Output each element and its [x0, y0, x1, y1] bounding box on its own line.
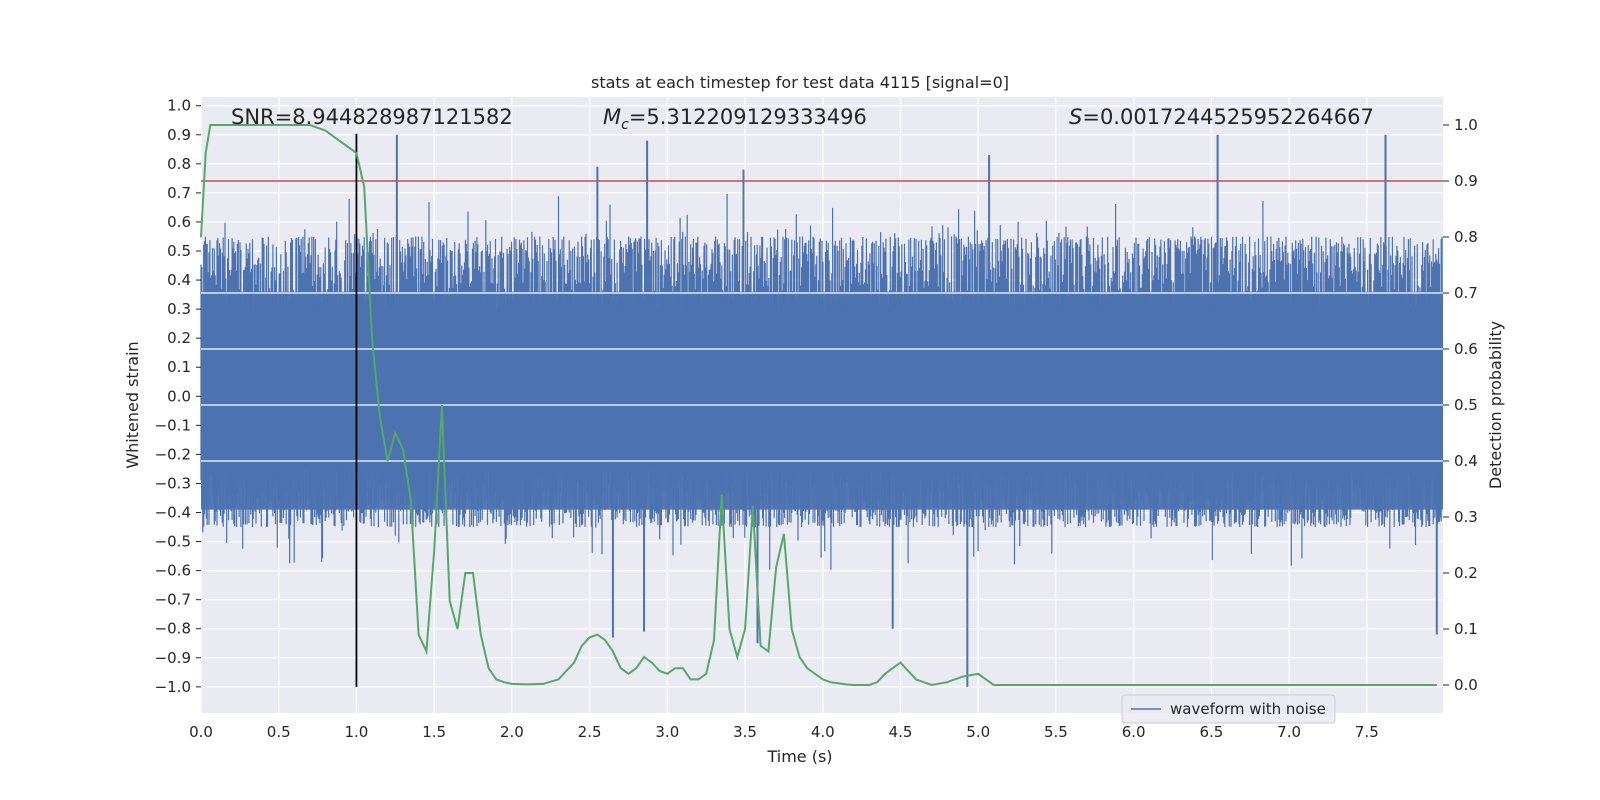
legend: waveform with noise — [1121, 694, 1336, 724]
x-tick-label: 6.0 — [1122, 723, 1146, 741]
y-left-tick-label: 0.3 — [167, 300, 191, 318]
y-left-tick-label: 0.2 — [167, 329, 191, 347]
y-right-tick-label: 0.4 — [1454, 452, 1478, 470]
y-right-tick-label: 0.2 — [1454, 564, 1478, 582]
x-tick-label: 2.5 — [578, 723, 602, 741]
y-left-tick-label: 0.7 — [167, 184, 191, 202]
overlay-lines — [200, 124, 1443, 687]
x-tick-label: 7.0 — [1277, 723, 1301, 741]
y-axis-label-right: Detection probability — [1486, 321, 1505, 489]
y-left-tick-label: 1.0 — [167, 97, 191, 115]
y-left-tick-label: −0.8 — [155, 620, 191, 638]
x-tick-label: 1.0 — [345, 723, 369, 741]
probability-line — [200, 124, 1437, 687]
x-tick-label: 0.0 — [189, 723, 213, 741]
y-right-tick-label: 0.0 — [1454, 676, 1478, 694]
x-tick-label: 5.5 — [1044, 723, 1068, 741]
x-tick-label: 3.0 — [655, 723, 679, 741]
x-axis-label: Time (s) — [766, 747, 832, 766]
y-left-tick-label: −0.9 — [155, 649, 191, 667]
y-left-tick-label: −0.6 — [155, 562, 191, 580]
s-value: =0.0017244525952264667 — [1082, 105, 1374, 129]
y-right-tick-label: 0.8 — [1454, 228, 1478, 246]
y-left-tick-label: 0.5 — [167, 242, 191, 260]
s-annotation: S=0.0017244525952264667 — [1069, 105, 1374, 129]
y-left-tick-label: 0.4 — [167, 271, 191, 289]
x-tick-label: 4.5 — [889, 723, 913, 741]
x-tick-label: 6.5 — [1199, 723, 1223, 741]
legend-label: waveform with noise — [1170, 700, 1326, 718]
y-left-tick-label: −0.5 — [155, 533, 191, 551]
y-left-tick-label: −0.4 — [155, 504, 191, 522]
y-left-tick-label: −0.1 — [155, 416, 191, 434]
y-right-tick-label: 0.1 — [1454, 620, 1478, 638]
y-right-tick-label: 0.6 — [1454, 340, 1478, 358]
chirp-mass-symbol: M — [603, 105, 621, 129]
y-left-tick-label: 0.9 — [167, 126, 191, 144]
x-tick-label: 7.5 — [1355, 723, 1379, 741]
y-left-tick-label: −0.3 — [155, 474, 191, 492]
x-tick-label: 0.5 — [267, 723, 291, 741]
y-left-tick-label: −0.7 — [155, 591, 191, 609]
x-tick-label: 3.5 — [733, 723, 757, 741]
y-right-tick-label: 0.7 — [1454, 284, 1478, 302]
x-tick-label: 4.0 — [811, 723, 835, 741]
x-tick-label: 2.0 — [500, 723, 524, 741]
y-right-tick-label: 0.9 — [1454, 172, 1478, 190]
legend-box — [1121, 694, 1336, 724]
waveform-core — [201, 291, 1443, 510]
y-left-tick-label: 0.1 — [167, 358, 191, 376]
y-right-tick-label: 1.0 — [1454, 116, 1478, 134]
x-tick-label: 1.5 — [422, 723, 446, 741]
y-right-tick-label: 0.3 — [1454, 508, 1478, 526]
chirp-mass-annotation: Mc=5.312209129333496 — [603, 105, 867, 133]
y-axis-label-left: Whitened strain — [123, 341, 142, 468]
x-tick-label: 5.0 — [966, 723, 990, 741]
snr-annotation: SNR=8.944828987121582 — [231, 105, 513, 129]
y-left-tick-label: −1.0 — [155, 678, 191, 696]
tick-labels: 0.0 0.5 1.0 1.5 2.0 2.5 3.0 3.5 4.0 4.5 5.0 5.5 6.0 6… — [155, 97, 1478, 741]
y-left-tick-label: 0.6 — [167, 213, 191, 231]
waveform-series — [200, 134, 1443, 687]
y-left-tick-label: −0.2 — [155, 445, 191, 463]
y-right-tick-label: 0.5 — [1454, 396, 1478, 414]
s-symbol: S — [1069, 105, 1082, 129]
chart-title: stats at each timestep for test data 411… — [591, 73, 1009, 92]
chirp-mass-value: =5.312209129333496 — [629, 105, 867, 129]
chirp-mass-subscript: c — [621, 117, 629, 133]
y-left-tick-label: 0.0 — [167, 387, 191, 405]
y-left-tick-label: 0.8 — [167, 155, 191, 173]
